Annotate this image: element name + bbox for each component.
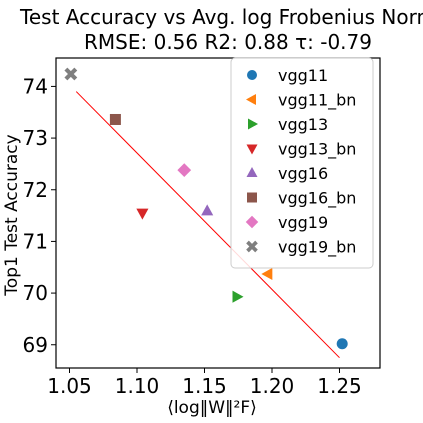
- legend-marker-vgg16: [246, 167, 258, 177]
- data-point-vgg11_bn: [261, 267, 273, 281]
- legend-marker-vgg19: [245, 215, 259, 229]
- data-point-vgg11: [336, 338, 348, 350]
- y-tick-label: 69: [23, 333, 48, 357]
- x-tick-label: 1.15: [182, 374, 227, 398]
- legend-label-vgg16: vgg16: [278, 164, 328, 183]
- plot-area: 1.05 1.10 1.15 1.20 1.25 69 70 71 72 73 74: [23, 57, 381, 398]
- plot-frame: [55, 57, 381, 369]
- legend-label-vgg11_bn: vgg11_bn: [278, 91, 356, 111]
- legend-box: [230, 57, 374, 269]
- y-tick-label: 72: [23, 178, 48, 202]
- data-point-vgg19_bn: [64, 67, 78, 81]
- legend-marker-vgg13: [248, 118, 258, 130]
- x-tick-label: 1.10: [115, 374, 160, 398]
- fit-line: [75, 91, 340, 359]
- x-tick-label: 1.20: [250, 374, 295, 398]
- y-tick-label: 70: [23, 281, 48, 305]
- legend-label-vgg13: vgg13: [278, 115, 328, 134]
- legend-marker-vgg11_bn: [246, 94, 256, 105]
- data-point-vgg16: [201, 204, 214, 216]
- y-tick-label: 73: [23, 126, 48, 150]
- legend-label-vgg13_bn: vgg13_bn: [278, 140, 356, 160]
- legend: vgg11 vgg11_bn vgg13 vgg13_bn vgg16 vgg16_bnv…: [230, 57, 374, 269]
- legend-label-vgg19_bn: vgg19_bn: [278, 238, 356, 258]
- chart-title: Test Accuracy vs Avg. log Frobenius Norm: [19, 5, 423, 29]
- data-point-vgg16_bn: [109, 113, 121, 125]
- legend-label-vgg16_bn: vgg16_bn: [278, 189, 356, 209]
- legend-label-vgg19: vgg19: [278, 213, 328, 232]
- x-axis-label: ⟨log‖W‖²F⟩: [167, 398, 257, 418]
- chart-subtitle: RMSE: 0.56 R2: 0.88 τ: -0.79: [84, 30, 372, 54]
- y-tick-label: 71: [23, 229, 48, 253]
- legend-marker-vgg11: [247, 70, 257, 80]
- data-point-vgg13_bn: [136, 208, 149, 220]
- data-point-vgg13: [232, 290, 244, 303]
- legend-marker-vgg19_bn: [246, 240, 258, 253]
- x-tick-label: 1.25: [317, 374, 362, 398]
- data-point-vgg19: [177, 163, 192, 177]
- legend-marker-vgg16_bn: [247, 192, 257, 203]
- y-tick-label: 74: [23, 74, 48, 98]
- legend-label-vgg11: vgg11: [278, 66, 328, 85]
- x-tick-label: 1.05: [47, 374, 92, 398]
- y-axis-label: Top1 Test Accuracy: [2, 134, 22, 296]
- legend-marker-vgg13_bn: [246, 144, 258, 155]
